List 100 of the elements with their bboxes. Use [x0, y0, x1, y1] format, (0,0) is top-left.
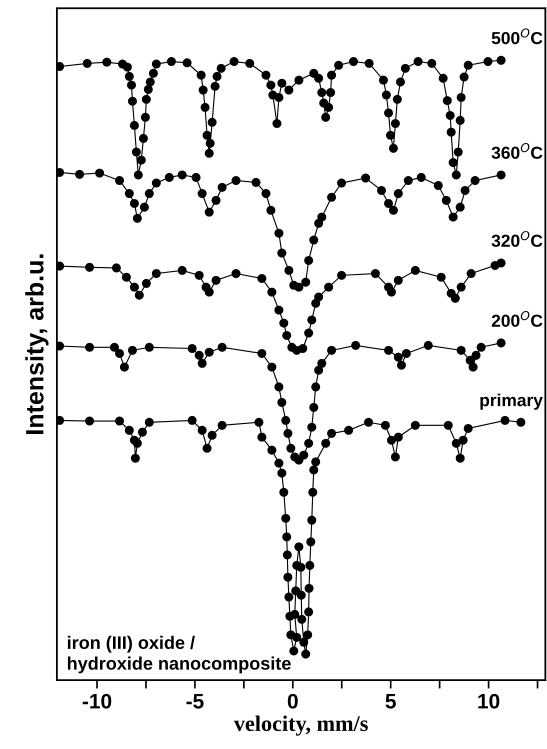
point — [132, 214, 142, 223]
point — [284, 266, 294, 275]
point — [361, 174, 370, 183]
point — [56, 342, 64, 351]
point — [424, 340, 433, 350]
point — [396, 360, 406, 370]
point — [317, 212, 326, 222]
point — [460, 186, 470, 195]
point — [198, 189, 207, 198]
point — [120, 362, 129, 372]
point — [115, 348, 124, 358]
point — [394, 352, 403, 362]
point — [192, 172, 201, 182]
point — [317, 358, 326, 368]
point — [95, 168, 104, 178]
point — [204, 288, 214, 297]
point — [142, 278, 151, 288]
point — [277, 248, 286, 258]
series-label: primary — [480, 394, 543, 410]
point — [194, 270, 204, 280]
point — [314, 292, 324, 302]
point — [456, 346, 466, 355]
point — [144, 342, 154, 352]
point — [388, 206, 398, 215]
y-axis-title: Intensity, arb.u. — [25, 254, 49, 434]
point — [218, 342, 227, 352]
x-tick-label: -5 — [186, 694, 204, 709]
point — [257, 348, 266, 358]
point — [301, 278, 310, 287]
point — [327, 192, 336, 202]
point — [470, 176, 480, 186]
point — [212, 196, 221, 205]
point — [251, 178, 261, 187]
x-axis-title: velocity, mm/s — [234, 715, 368, 736]
point — [337, 270, 346, 280]
point — [410, 266, 420, 275]
point — [257, 274, 266, 283]
point — [218, 182, 227, 192]
point — [164, 172, 174, 182]
point — [212, 276, 221, 285]
point — [286, 444, 296, 453]
point — [274, 382, 284, 392]
point — [304, 256, 314, 266]
point — [404, 176, 413, 186]
point — [194, 350, 204, 360]
point — [122, 272, 131, 282]
point — [314, 366, 324, 375]
point — [416, 172, 426, 182]
point — [283, 428, 292, 438]
point — [304, 438, 314, 448]
point — [266, 206, 276, 215]
series-label: 360$^{O}$C — [492, 143, 542, 159]
point — [311, 382, 320, 392]
point — [394, 189, 403, 198]
point — [232, 268, 241, 278]
point — [394, 276, 403, 285]
point — [56, 168, 64, 177]
point — [442, 196, 451, 205]
point — [124, 189, 134, 198]
point — [128, 346, 137, 355]
point — [298, 344, 308, 354]
point — [152, 268, 161, 278]
point — [85, 342, 94, 352]
point — [376, 186, 386, 195]
point — [307, 422, 316, 432]
point — [402, 348, 411, 358]
point — [384, 346, 394, 355]
point — [337, 178, 346, 188]
point — [282, 330, 292, 340]
point — [110, 342, 119, 352]
point — [140, 202, 149, 212]
point — [448, 212, 458, 222]
point — [456, 202, 465, 212]
point — [466, 268, 476, 278]
point — [496, 338, 506, 348]
point — [309, 236, 318, 245]
series-label: 320$^{O}$C — [492, 231, 542, 247]
point — [304, 328, 314, 338]
annotation: iron (III) oxide / hydroxide nanocomposite — [68, 636, 291, 674]
point — [476, 342, 486, 352]
point — [267, 362, 276, 372]
point — [130, 282, 139, 292]
point — [204, 208, 214, 217]
point — [436, 272, 446, 282]
point — [178, 266, 187, 275]
point — [456, 282, 466, 292]
point — [370, 268, 380, 278]
point — [232, 176, 241, 186]
point — [267, 288, 276, 297]
point — [274, 306, 284, 315]
point — [496, 258, 506, 268]
point — [130, 198, 139, 208]
point — [450, 294, 460, 303]
point — [434, 180, 443, 190]
point — [281, 416, 290, 425]
point — [277, 398, 286, 407]
point — [307, 315, 316, 325]
point — [279, 318, 288, 328]
series-label: 500$^{O}$C — [492, 28, 542, 44]
point — [386, 288, 396, 297]
